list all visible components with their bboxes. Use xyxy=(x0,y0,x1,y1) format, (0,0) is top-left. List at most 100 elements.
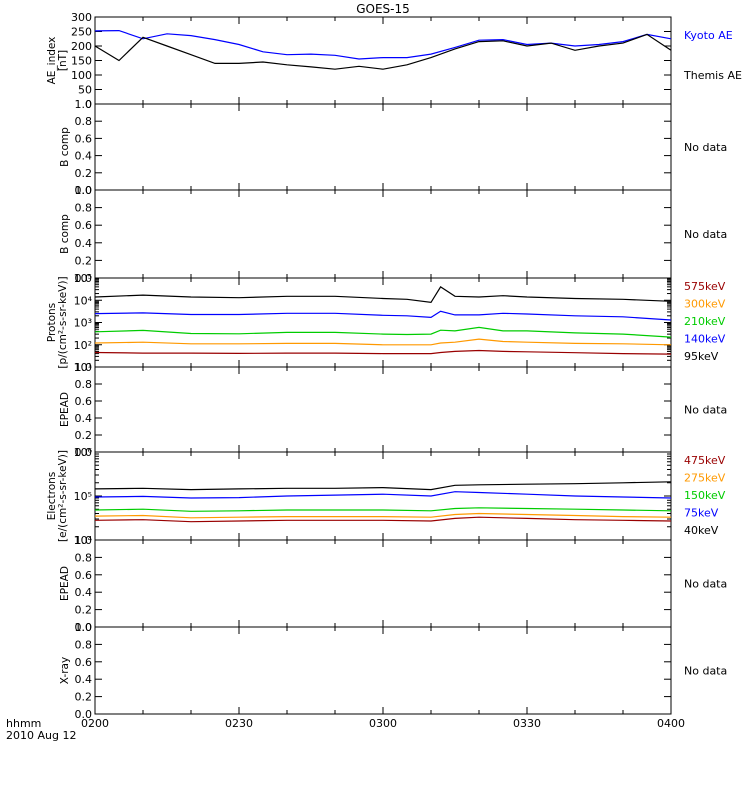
panel-b1 xyxy=(94,103,672,191)
y-tick-label: 0.4 xyxy=(75,150,93,163)
panel-frame xyxy=(94,539,672,628)
y-axis-label: Electrons xyxy=(46,472,58,521)
no-data-label: No data xyxy=(684,228,727,241)
x-tick-label: 0200 xyxy=(81,717,109,730)
no-data-label: No data xyxy=(684,141,727,154)
y-tick-label: 1.0 xyxy=(75,534,93,547)
no-data-label: No data xyxy=(684,578,727,591)
y-tick-label: 0.0 xyxy=(75,184,93,197)
y-tick-label: 300 xyxy=(71,11,92,24)
legend-label: Themis AE xyxy=(683,69,742,82)
y-axis-label: B comp xyxy=(59,127,71,167)
y-tick-label: 0.8 xyxy=(75,551,93,564)
panel-protons xyxy=(94,277,672,368)
y-tick-label: 0.6 xyxy=(75,569,93,582)
y-tick-label: 0.6 xyxy=(75,132,93,145)
panel-frame xyxy=(94,103,672,191)
x-tick-label: 0230 xyxy=(225,717,253,730)
y-axis-label: [nT] xyxy=(57,50,69,71)
y-tick-label: 0 xyxy=(85,98,92,111)
date-label: 2010 Aug 12 xyxy=(6,729,76,742)
series-line-275kev xyxy=(94,512,672,519)
legend-label: 75keV xyxy=(684,507,719,520)
series-line-210kev xyxy=(94,326,672,338)
panel-frame xyxy=(94,366,672,453)
y-tick-label: 150 xyxy=(71,55,92,68)
panel-frame xyxy=(94,16,672,105)
legend-label: 210keV xyxy=(684,315,726,328)
y-tick-label: 0.0 xyxy=(75,621,93,634)
panel-frame xyxy=(94,189,672,279)
y-tick-label: 10⁴ xyxy=(74,534,93,547)
series-line-kyoto-ae xyxy=(94,29,672,60)
series-line-40kev xyxy=(94,481,672,491)
y-tick-label: 0.6 xyxy=(75,656,93,669)
y-tick-label: 0.6 xyxy=(75,395,93,408)
y-tick-label: 0.8 xyxy=(75,638,93,651)
panel-frame xyxy=(94,626,672,715)
y-axis-label: [e/(cm²-s-sr-keV)] xyxy=(57,450,69,542)
legend-label: 140keV xyxy=(684,333,726,346)
y-tick-label: 10⁶ xyxy=(74,446,93,459)
legend-label: 575keV xyxy=(684,280,726,293)
y-tick-label: 10⁵ xyxy=(74,490,92,503)
series-line-140kev-base xyxy=(94,349,672,355)
y-tick-label: 0.8 xyxy=(75,115,93,128)
legend-label: 275keV xyxy=(684,472,726,485)
y-axis-label: EPEAD xyxy=(59,392,71,427)
y-tick-label: 0.2 xyxy=(75,429,93,442)
y-tick-label: 0.8 xyxy=(75,378,93,391)
panel-epead1 xyxy=(94,366,672,453)
y-axis-label: [p/(cm²-s-sr-keV)] xyxy=(57,276,69,368)
panel-b2 xyxy=(94,189,672,279)
legend-label: 475keV xyxy=(684,454,726,467)
y-tick-label: 0.2 xyxy=(75,691,93,704)
y-tick-label: 0.2 xyxy=(75,604,93,617)
x-tick-label: 0300 xyxy=(369,717,397,730)
y-axis-label: Protons xyxy=(46,303,58,342)
series-line-475kev xyxy=(94,516,672,523)
series-line-95kev xyxy=(94,286,672,304)
no-data-label: No data xyxy=(684,665,727,678)
series-line-themis-ae xyxy=(94,33,672,70)
panel-ae xyxy=(94,16,672,105)
legend-label: 40keV xyxy=(684,524,719,537)
y-tick-label: 200 xyxy=(71,40,92,53)
series-line-75kev xyxy=(94,491,672,499)
y-axis-label: B comp xyxy=(59,214,71,254)
y-tick-label: 0.2 xyxy=(75,167,93,180)
panel-electrons xyxy=(94,451,672,541)
y-tick-label: 0.4 xyxy=(75,586,93,599)
y-axis-label: AE_index xyxy=(46,37,58,85)
chart-title: GOES-15 xyxy=(356,2,410,16)
legend-label: Kyoto AE xyxy=(684,29,733,42)
x-tick-label: 0400 xyxy=(657,717,685,730)
y-tick-label: 0.4 xyxy=(75,673,93,686)
y-tick-label: 0.4 xyxy=(75,237,93,250)
x-tick-label: 0330 xyxy=(513,717,541,730)
panel-epead2 xyxy=(94,539,672,628)
y-tick-label: 10⁵ xyxy=(74,272,92,285)
y-tick-label: 10³ xyxy=(74,317,92,330)
legend-label: 300keV xyxy=(684,298,726,311)
series-line-150kev xyxy=(94,507,672,512)
y-tick-label: 1.0 xyxy=(75,184,93,197)
y-tick-label: 50 xyxy=(78,84,92,97)
y-tick-label: 0.2 xyxy=(75,254,93,267)
panel-xray xyxy=(94,626,672,715)
y-axis-label: X-ray xyxy=(59,657,71,684)
time-axis-label: hhmm xyxy=(6,717,41,730)
y-tick-label: 10¹ xyxy=(74,361,92,374)
legend-label: 95keV xyxy=(684,350,719,363)
no-data-label: No data xyxy=(684,404,727,417)
y-tick-label: 0.0 xyxy=(75,708,93,721)
y-tick-label: 100 xyxy=(71,69,92,82)
y-tick-label: 0.8 xyxy=(75,202,93,215)
y-tick-label: 1.0 xyxy=(75,361,93,374)
y-tick-label: 1.0 xyxy=(75,98,93,111)
y-tick-label: 250 xyxy=(71,26,92,39)
y-axis-label: EPEAD xyxy=(59,566,71,601)
y-tick-label: 0.0 xyxy=(75,272,93,285)
